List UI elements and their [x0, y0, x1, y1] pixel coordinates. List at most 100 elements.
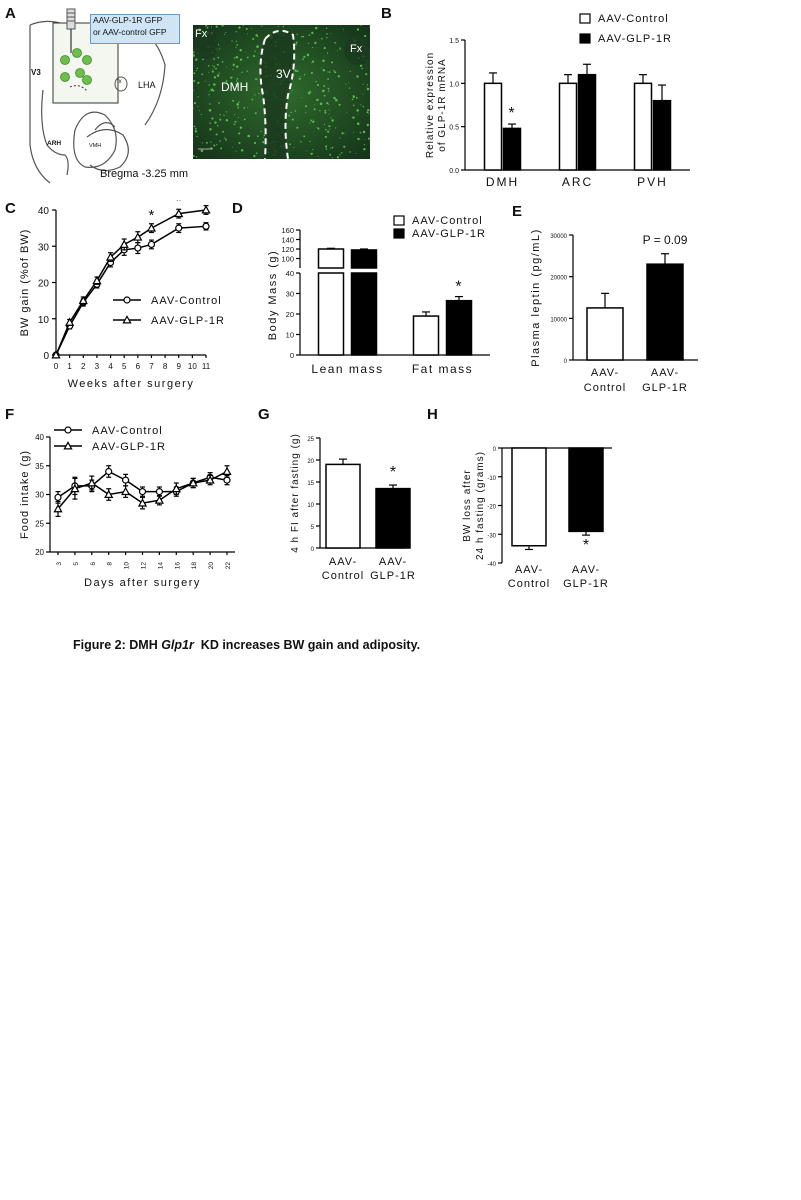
c-marker	[202, 222, 210, 230]
gfp-speckle	[314, 41, 317, 45]
gfp-speckle	[197, 81, 200, 84]
gfp-speckle	[356, 109, 359, 112]
gfp-speckle	[219, 118, 222, 121]
gfp-speckle	[327, 130, 330, 133]
gfp-speckle	[212, 89, 215, 92]
gfp-speckle	[303, 135, 306, 138]
gfp-speckle	[215, 67, 217, 70]
gfp-speckle	[293, 146, 295, 148]
gfp-speckle	[301, 96, 303, 98]
caption-suffix: KD increases BW gain and adiposity.	[193, 638, 421, 652]
c-series-line	[55, 225, 207, 356]
gfp-speckle	[237, 107, 239, 109]
c-x-tick-label: 7	[149, 362, 154, 371]
h-y-tick-label: -30	[487, 533, 496, 539]
gfp-speckle	[319, 102, 323, 106]
injection-label-box	[90, 14, 180, 44]
gfp-speckle	[215, 25, 218, 28]
d-y-label: Body Mass (g)	[267, 250, 279, 340]
gfp-speckle	[323, 47, 326, 50]
gfp-speckle	[209, 128, 212, 131]
gfp-speckle	[366, 123, 370, 127]
gfp-speckle	[363, 144, 366, 146]
gfp-speckle	[327, 87, 330, 90]
gfp-speckle	[368, 137, 370, 140]
micrograph-fx-right: Fx	[350, 43, 363, 55]
gfp-speckle	[363, 148, 366, 151]
gfp-speckle	[356, 122, 360, 125]
f-x-tick-label: 8	[107, 562, 114, 566]
gfp-speckle	[213, 58, 215, 60]
gfp-speckle	[225, 111, 228, 113]
gfp-speckle	[310, 152, 313, 155]
gfp-speckle	[309, 90, 311, 92]
d-legend-control-label: AAV-Control	[412, 215, 483, 227]
f-x-tick-label: 3	[56, 562, 63, 566]
gfp-speckle	[322, 69, 326, 72]
gfp-speckle	[337, 75, 340, 78]
gfp-speckle	[321, 37, 323, 40]
gfp-speckle	[193, 51, 195, 54]
d-y-tick-label-upper: 100	[281, 255, 294, 264]
gfp-speckle	[302, 58, 304, 60]
gfp-speckle	[314, 104, 315, 106]
gfp-speckle	[213, 144, 216, 147]
gfp-speckle	[256, 135, 259, 138]
gfp-speckle	[323, 85, 326, 87]
g-significance: *	[390, 464, 396, 481]
f-marker	[137, 498, 148, 507]
gfp-speckle	[253, 154, 256, 158]
gfp-speckle	[218, 102, 220, 104]
gfp-speckle	[208, 71, 210, 73]
gfp-speckle	[245, 28, 248, 30]
gfp-speckle	[346, 112, 348, 114]
d-bar-lower	[317, 272, 345, 356]
gfp-speckle	[327, 71, 329, 73]
gfp-speckle	[327, 78, 329, 80]
gfp-speckle	[300, 141, 302, 143]
e-x-tick-label-line2: Control	[584, 382, 626, 394]
g-y-label: 4 h FI after fasting (g)	[290, 433, 301, 553]
gfp-speckle	[256, 35, 259, 38]
c-marker	[51, 350, 61, 359]
b-y-tick-label: 1.0	[449, 81, 459, 88]
gfp-speckle	[209, 103, 211, 105]
gfp-speckle	[360, 25, 362, 26]
gfp-speckle	[365, 73, 368, 76]
gfp-speckle	[247, 33, 248, 35]
c-series-line	[55, 209, 207, 356]
gfp-speckle	[331, 61, 334, 64]
g-y-tick-label: 10	[307, 503, 314, 509]
f-x-tick-label: 14	[157, 562, 164, 570]
g-x-tick-label-line1: AAV-	[329, 556, 357, 568]
gfp-speckle	[207, 65, 210, 67]
c-x-tick-label: 1	[67, 362, 72, 371]
gfp-speckle	[323, 123, 326, 126]
f-marker	[155, 488, 163, 496]
c-y-tick-label: 0	[43, 351, 49, 362]
c-x-tick-label: 10	[188, 362, 197, 371]
f-x-tick-label: 12	[141, 562, 148, 570]
f-marker	[105, 467, 113, 476]
c-marker	[147, 240, 156, 249]
g-bar	[375, 487, 411, 549]
bregma-label: Bregma -3.25 mm	[100, 168, 189, 180]
gfp-speckle	[345, 83, 347, 85]
f-legend-glp1r-marker	[63, 441, 73, 450]
gfp-speckle	[342, 28, 344, 30]
gfp-speckle	[317, 155, 319, 157]
g-y-tick-label: 5	[311, 525, 315, 531]
gfp-speckle	[222, 89, 225, 92]
gfp-speckle	[262, 141, 265, 144]
gfp-speckle	[334, 41, 337, 44]
f-y-tick-label: 40	[35, 433, 44, 442]
gfp-speckle	[352, 104, 355, 107]
gfp-speckle	[316, 83, 320, 87]
e-y-tick-label: 0	[564, 359, 568, 365]
gfp-speckle	[213, 76, 217, 79]
gfp-speckle	[308, 91, 311, 95]
gfp-speckle	[205, 141, 208, 144]
gfp-speckle	[294, 110, 297, 112]
b-x-tick-label: PVH	[637, 175, 668, 189]
f-y-tick-label: 25	[35, 519, 44, 528]
